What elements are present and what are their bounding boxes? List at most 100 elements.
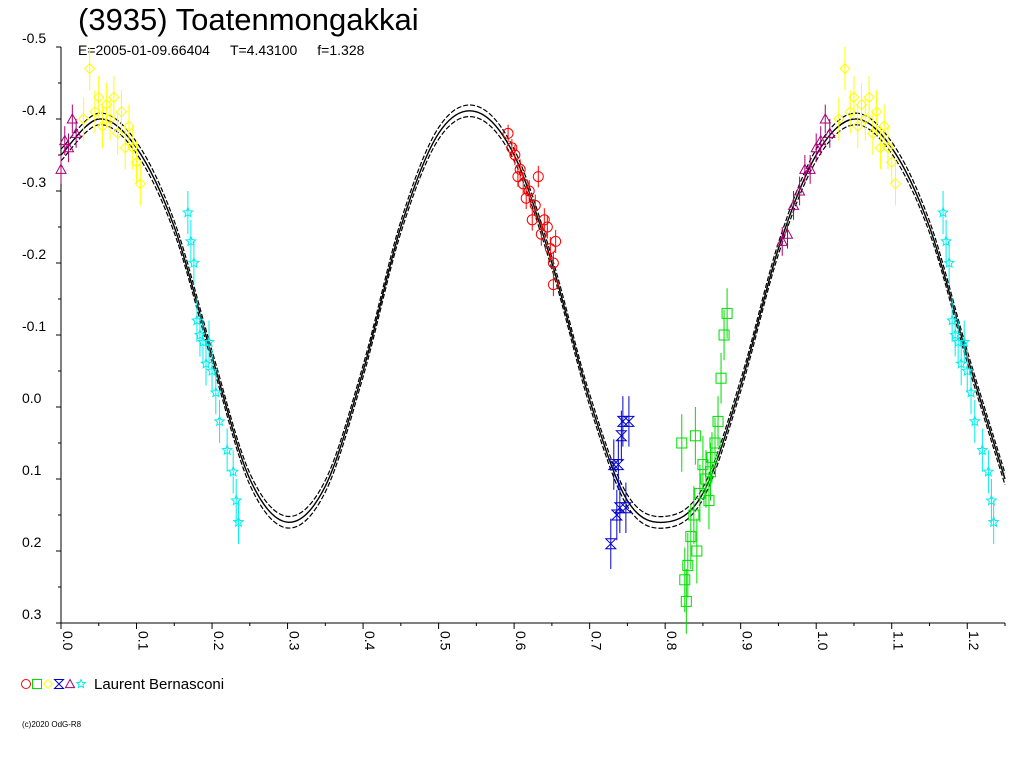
data-point bbox=[55, 163, 67, 174]
data-point bbox=[203, 335, 216, 348]
legend: Laurent Bernasconi bbox=[20, 674, 224, 694]
y-tick-label: -0.3 bbox=[22, 174, 46, 190]
data-point bbox=[943, 256, 956, 269]
data-point bbox=[502, 127, 514, 139]
x-tick-label: 0.7 bbox=[589, 631, 605, 651]
series-square bbox=[676, 288, 733, 634]
data-point bbox=[833, 113, 845, 125]
epoch-label: E=2005-01-09.66404 bbox=[78, 42, 210, 58]
x-tick-label: 0.5 bbox=[438, 631, 454, 651]
data-point bbox=[93, 91, 105, 104]
data-point bbox=[550, 235, 562, 247]
data-point bbox=[965, 386, 978, 398]
data-point bbox=[823, 127, 836, 138]
data-point bbox=[227, 465, 240, 477]
data-point bbox=[612, 459, 625, 471]
data-point bbox=[509, 149, 521, 161]
data-point bbox=[134, 178, 147, 190]
data-point bbox=[184, 235, 197, 247]
x-tick-label: 1.1 bbox=[891, 631, 907, 651]
data-point bbox=[946, 314, 959, 326]
data-point bbox=[985, 494, 998, 506]
data-point bbox=[130, 156, 143, 168]
data-point bbox=[949, 328, 962, 341]
x-tick-label: 0.2 bbox=[211, 631, 227, 651]
fourier-order-label: f=1.328 bbox=[317, 42, 365, 58]
data-points bbox=[55, 47, 1000, 634]
data-point bbox=[547, 279, 559, 291]
y-tick-label: -0.2 bbox=[22, 246, 46, 262]
data-point bbox=[115, 106, 128, 118]
data-point bbox=[70, 127, 82, 138]
data-point bbox=[193, 328, 206, 341]
data-point bbox=[622, 415, 636, 427]
data-point bbox=[123, 120, 135, 132]
series-star bbox=[181, 191, 1000, 544]
data-point bbox=[520, 192, 532, 204]
fit-curve-upper bbox=[60, 104, 1006, 518]
data-point bbox=[704, 466, 716, 478]
data-point bbox=[221, 443, 234, 456]
x-tick-label: 1.0 bbox=[815, 631, 831, 651]
legend-symbol-square bbox=[32, 679, 42, 689]
data-point bbox=[676, 437, 688, 449]
data-point bbox=[889, 178, 902, 190]
data-point bbox=[688, 509, 700, 521]
data-point bbox=[940, 235, 953, 247]
data-point bbox=[814, 134, 827, 146]
data-point bbox=[213, 415, 226, 427]
data-point bbox=[810, 141, 823, 153]
data-point bbox=[62, 141, 75, 153]
data-point bbox=[679, 574, 691, 586]
x-tick-label: 1.2 bbox=[966, 631, 982, 651]
data-point bbox=[523, 185, 535, 197]
x-tick-label: 0.8 bbox=[664, 631, 680, 651]
data-point bbox=[848, 91, 860, 104]
chart-title: (3935) Toatenmongakkai bbox=[78, 2, 419, 37]
x-tick-label: 0.6 bbox=[513, 631, 529, 651]
x-tick-label: 0.3 bbox=[287, 631, 303, 651]
data-point bbox=[694, 487, 706, 499]
data-point bbox=[209, 386, 222, 398]
data-point bbox=[721, 307, 733, 319]
data-point bbox=[206, 364, 219, 377]
legend-observer-label: Laurent Bernasconi bbox=[94, 675, 225, 693]
data-point bbox=[187, 256, 200, 269]
data-point bbox=[776, 235, 789, 246]
legend-symbol-diamond bbox=[42, 678, 54, 690]
axes: -0.5 -0.4 -0.3 -0.2 -0.1 0.0 0.1 0.2 0.3 0.0 0.1 0.… bbox=[22, 30, 1006, 651]
series-hourglass bbox=[604, 396, 636, 569]
data-point bbox=[804, 163, 817, 174]
data-point bbox=[532, 171, 544, 183]
data-point bbox=[718, 329, 730, 341]
data-point bbox=[781, 228, 794, 239]
data-point bbox=[526, 214, 538, 226]
legend-symbol-circle bbox=[21, 679, 31, 689]
fit-curve bbox=[60, 104, 1006, 529]
chart-subtitle: E=2005-01-09.66404 T=4.43100 f=1.328 bbox=[78, 42, 384, 58]
data-point bbox=[514, 163, 526, 175]
data-point bbox=[937, 206, 950, 218]
data-point bbox=[715, 372, 727, 384]
data-point bbox=[541, 221, 553, 233]
data-point bbox=[685, 531, 697, 543]
data-point bbox=[878, 120, 890, 132]
y-tick-label: 0.3 bbox=[22, 606, 42, 622]
data-point bbox=[870, 106, 883, 118]
y-tick-label: -0.4 bbox=[22, 102, 46, 118]
data-point bbox=[615, 430, 628, 442]
data-point bbox=[199, 357, 213, 369]
data-point bbox=[232, 515, 245, 528]
series-triangle bbox=[55, 104, 836, 256]
data-point bbox=[793, 184, 806, 196]
period-label: T=4.43100 bbox=[229, 42, 298, 58]
legend-symbol-hourglass bbox=[53, 679, 65, 689]
data-point bbox=[819, 112, 832, 124]
data-point bbox=[506, 142, 518, 154]
series-circle bbox=[502, 124, 562, 297]
data-point bbox=[682, 559, 694, 571]
data-point bbox=[691, 545, 703, 557]
data-point bbox=[517, 178, 529, 190]
x-tick-label: 0.1 bbox=[136, 631, 152, 651]
data-point bbox=[230, 494, 243, 506]
